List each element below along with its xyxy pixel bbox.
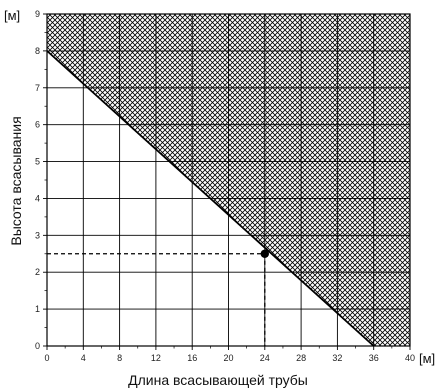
y-tick-label: 4	[35, 193, 40, 203]
y-tick-label: 3	[35, 230, 40, 240]
x-tick-label: 24	[260, 353, 270, 363]
y-tick-labels: 0 1 2 3 4 5 6 7 8 9	[35, 9, 40, 351]
x-axis-unit: [м]	[419, 351, 435, 366]
x-tick-label: 12	[151, 353, 161, 363]
y-tick-label: 2	[35, 267, 40, 277]
y-tick-label: 5	[35, 157, 40, 167]
x-tick-label: 4	[81, 353, 86, 363]
minor-ticks	[43, 13, 411, 350]
x-tick-label: 36	[369, 353, 379, 363]
grid-lines	[47, 14, 410, 346]
plot-frame	[46, 13, 411, 347]
x-tick-label: 40	[405, 353, 415, 363]
x-tick-label: 28	[296, 353, 306, 363]
y-tick-label: 6	[35, 120, 40, 130]
y-tick-label: 8	[35, 46, 40, 56]
x-tick-label: 8	[117, 353, 122, 363]
x-tick-labels: 0 4 8 12 16 20 24 28 32 36 40	[44, 353, 415, 363]
boundary-line	[46, 50, 375, 347]
x-axis-title: Длина всасывающей трубы	[128, 372, 308, 388]
marked-point	[260, 249, 269, 258]
x-tick-label: 32	[332, 353, 342, 363]
y-axis-unit: [м]	[4, 8, 20, 23]
x-tick-label: 20	[223, 353, 233, 363]
y-tick-label: 1	[35, 304, 40, 314]
y-tick-label: 7	[35, 83, 40, 93]
y-axis-title: Высота всасывания	[8, 116, 24, 245]
x-tick-label: 0	[44, 353, 49, 363]
y-tick-label: 9	[35, 9, 40, 19]
y-tick-label: 0	[35, 341, 40, 351]
x-tick-label: 16	[187, 353, 197, 363]
